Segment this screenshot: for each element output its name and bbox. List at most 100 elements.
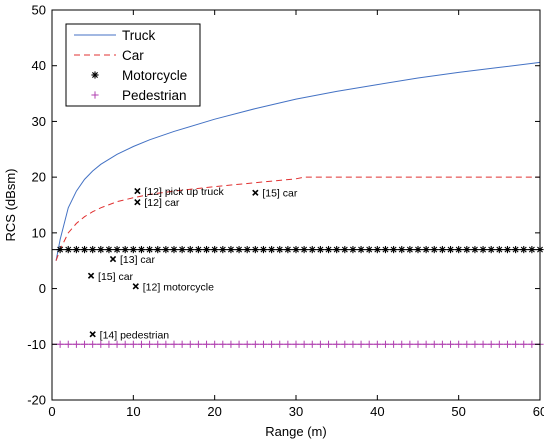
motorcycle-marker — [259, 245, 268, 254]
pedestrian-marker — [373, 340, 381, 348]
motorcycle-marker — [170, 245, 178, 254]
axis-ticks: 0 10 20 30 40 50 60 -20 -10 0 10 20 30 40 50 — [27, 3, 544, 420]
y-tick-label: 40 — [32, 58, 46, 73]
motorcycle-marker — [471, 245, 479, 254]
motorcycle-marker — [398, 245, 406, 254]
annotation-marker — [134, 187, 141, 195]
annotation-label: [12] car — [144, 197, 180, 209]
x-tick-label: 0 — [48, 404, 55, 419]
pedestrian-marker — [479, 340, 487, 348]
legend-swatch — [91, 91, 99, 99]
motorcycle-marker — [129, 245, 137, 254]
motorcycle-marker — [495, 245, 503, 254]
motorcycle-marker — [268, 245, 276, 254]
pedestrian-marker — [129, 340, 137, 348]
x-tick-label: 20 — [207, 404, 221, 419]
motorcycle-marker — [446, 245, 455, 254]
annotation-marker — [252, 189, 259, 196]
motorcycle-marker — [202, 245, 211, 254]
y-axis-label: RCS (dBsm) — [3, 169, 18, 242]
x-tick-label: 60 — [533, 404, 544, 419]
motorcycle-marker — [211, 245, 219, 254]
motorcycle-marker — [72, 245, 80, 254]
pedestrian-marker — [162, 340, 170, 348]
motorcycle-marker — [194, 245, 202, 254]
pedestrian-marker — [463, 340, 471, 348]
motorcycle-marker — [455, 245, 463, 254]
pedestrian-marker — [89, 340, 97, 348]
pedestrian-marker — [341, 340, 349, 348]
motorcycle-marker — [64, 245, 72, 254]
pedestrian-marker — [381, 340, 390, 348]
pedestrian-marker — [186, 340, 194, 348]
motorcycle-marker — [512, 245, 520, 254]
motorcycle-marker — [333, 245, 341, 254]
pedestrian-marker — [503, 340, 512, 348]
pedestrian-marker — [227, 340, 235, 348]
pedestrian-marker — [194, 340, 202, 348]
annotation-marker — [109, 255, 117, 263]
pedestrian-marker — [251, 340, 259, 348]
x-axis-label: Range (m) — [265, 424, 326, 439]
pedestrian-marker — [365, 340, 373, 348]
pedestrian-marker — [446, 340, 455, 348]
pedestrian-marker — [56, 340, 64, 348]
motorcycle-marker — [365, 245, 373, 254]
motorcycle-marker — [463, 245, 471, 254]
pedestrian-marker — [154, 340, 162, 348]
motorcycle-marker — [113, 245, 121, 254]
motorcycle-marker — [381, 245, 390, 254]
pedestrian-marker — [512, 340, 520, 348]
pedestrian-marker — [455, 340, 463, 348]
pedestrian-marker — [276, 340, 284, 348]
pedestrian-marker — [170, 340, 178, 348]
pedestrian-marker — [349, 340, 357, 348]
legend-item-truck: Truck — [74, 28, 155, 43]
motorcycle-marker — [406, 245, 414, 254]
pedestrian-marker — [300, 340, 308, 348]
y-tick-label: 30 — [32, 114, 46, 129]
pedestrian-marker — [520, 340, 528, 348]
legend-label: Pedestrian — [122, 88, 187, 103]
y-tick-label: 10 — [32, 225, 46, 240]
motorcycle-marker — [178, 245, 186, 254]
motorcycle-marker — [89, 245, 97, 254]
annotation-marker — [132, 283, 139, 290]
motorcycle-marker — [487, 245, 495, 254]
motorcycle-marker — [97, 245, 105, 254]
series-markers — [56, 245, 544, 348]
pedestrian-marker — [414, 340, 422, 348]
pedestrian-marker — [398, 340, 406, 348]
annotation-label: [12] motorcycle — [143, 281, 214, 293]
legend: Truck Car Motorcycle Pedestrian — [65, 23, 201, 107]
motorcycle-marker — [528, 245, 536, 254]
pedestrian-marker — [113, 340, 121, 348]
motorcycle-marker — [219, 245, 227, 254]
motorcycle-marker — [105, 245, 113, 254]
pedestrian-marker — [72, 340, 80, 348]
pedestrian-marker — [121, 340, 129, 348]
motorcycle-marker — [357, 245, 365, 254]
pedestrian-marker — [528, 340, 536, 348]
pedestrian-marker — [178, 340, 186, 348]
pedestrian-marker — [259, 340, 268, 348]
legend-label: Motorcycle — [122, 68, 187, 83]
motorcycle-marker — [308, 245, 316, 254]
pedestrian-marker — [146, 340, 154, 348]
pedestrian-marker — [495, 340, 503, 348]
motorcycle-marker — [80, 245, 89, 254]
motorcycle-marker — [227, 245, 235, 254]
annotation-label: [14] pedestrian — [100, 329, 170, 341]
motorcycle-marker — [276, 245, 284, 254]
motorcycle-marker — [154, 245, 162, 254]
motorcycle-marker — [137, 245, 146, 254]
pedestrian-marker — [211, 340, 219, 348]
motorcycle-marker — [438, 245, 446, 254]
annotation-label: [15] car — [98, 271, 134, 283]
pedestrian-marker — [430, 340, 438, 348]
motorcycle-marker — [373, 245, 381, 254]
legend-box — [65, 23, 201, 107]
y-tick-label: 50 — [32, 3, 46, 18]
annotation-label: [12] pick up truck — [144, 186, 224, 198]
